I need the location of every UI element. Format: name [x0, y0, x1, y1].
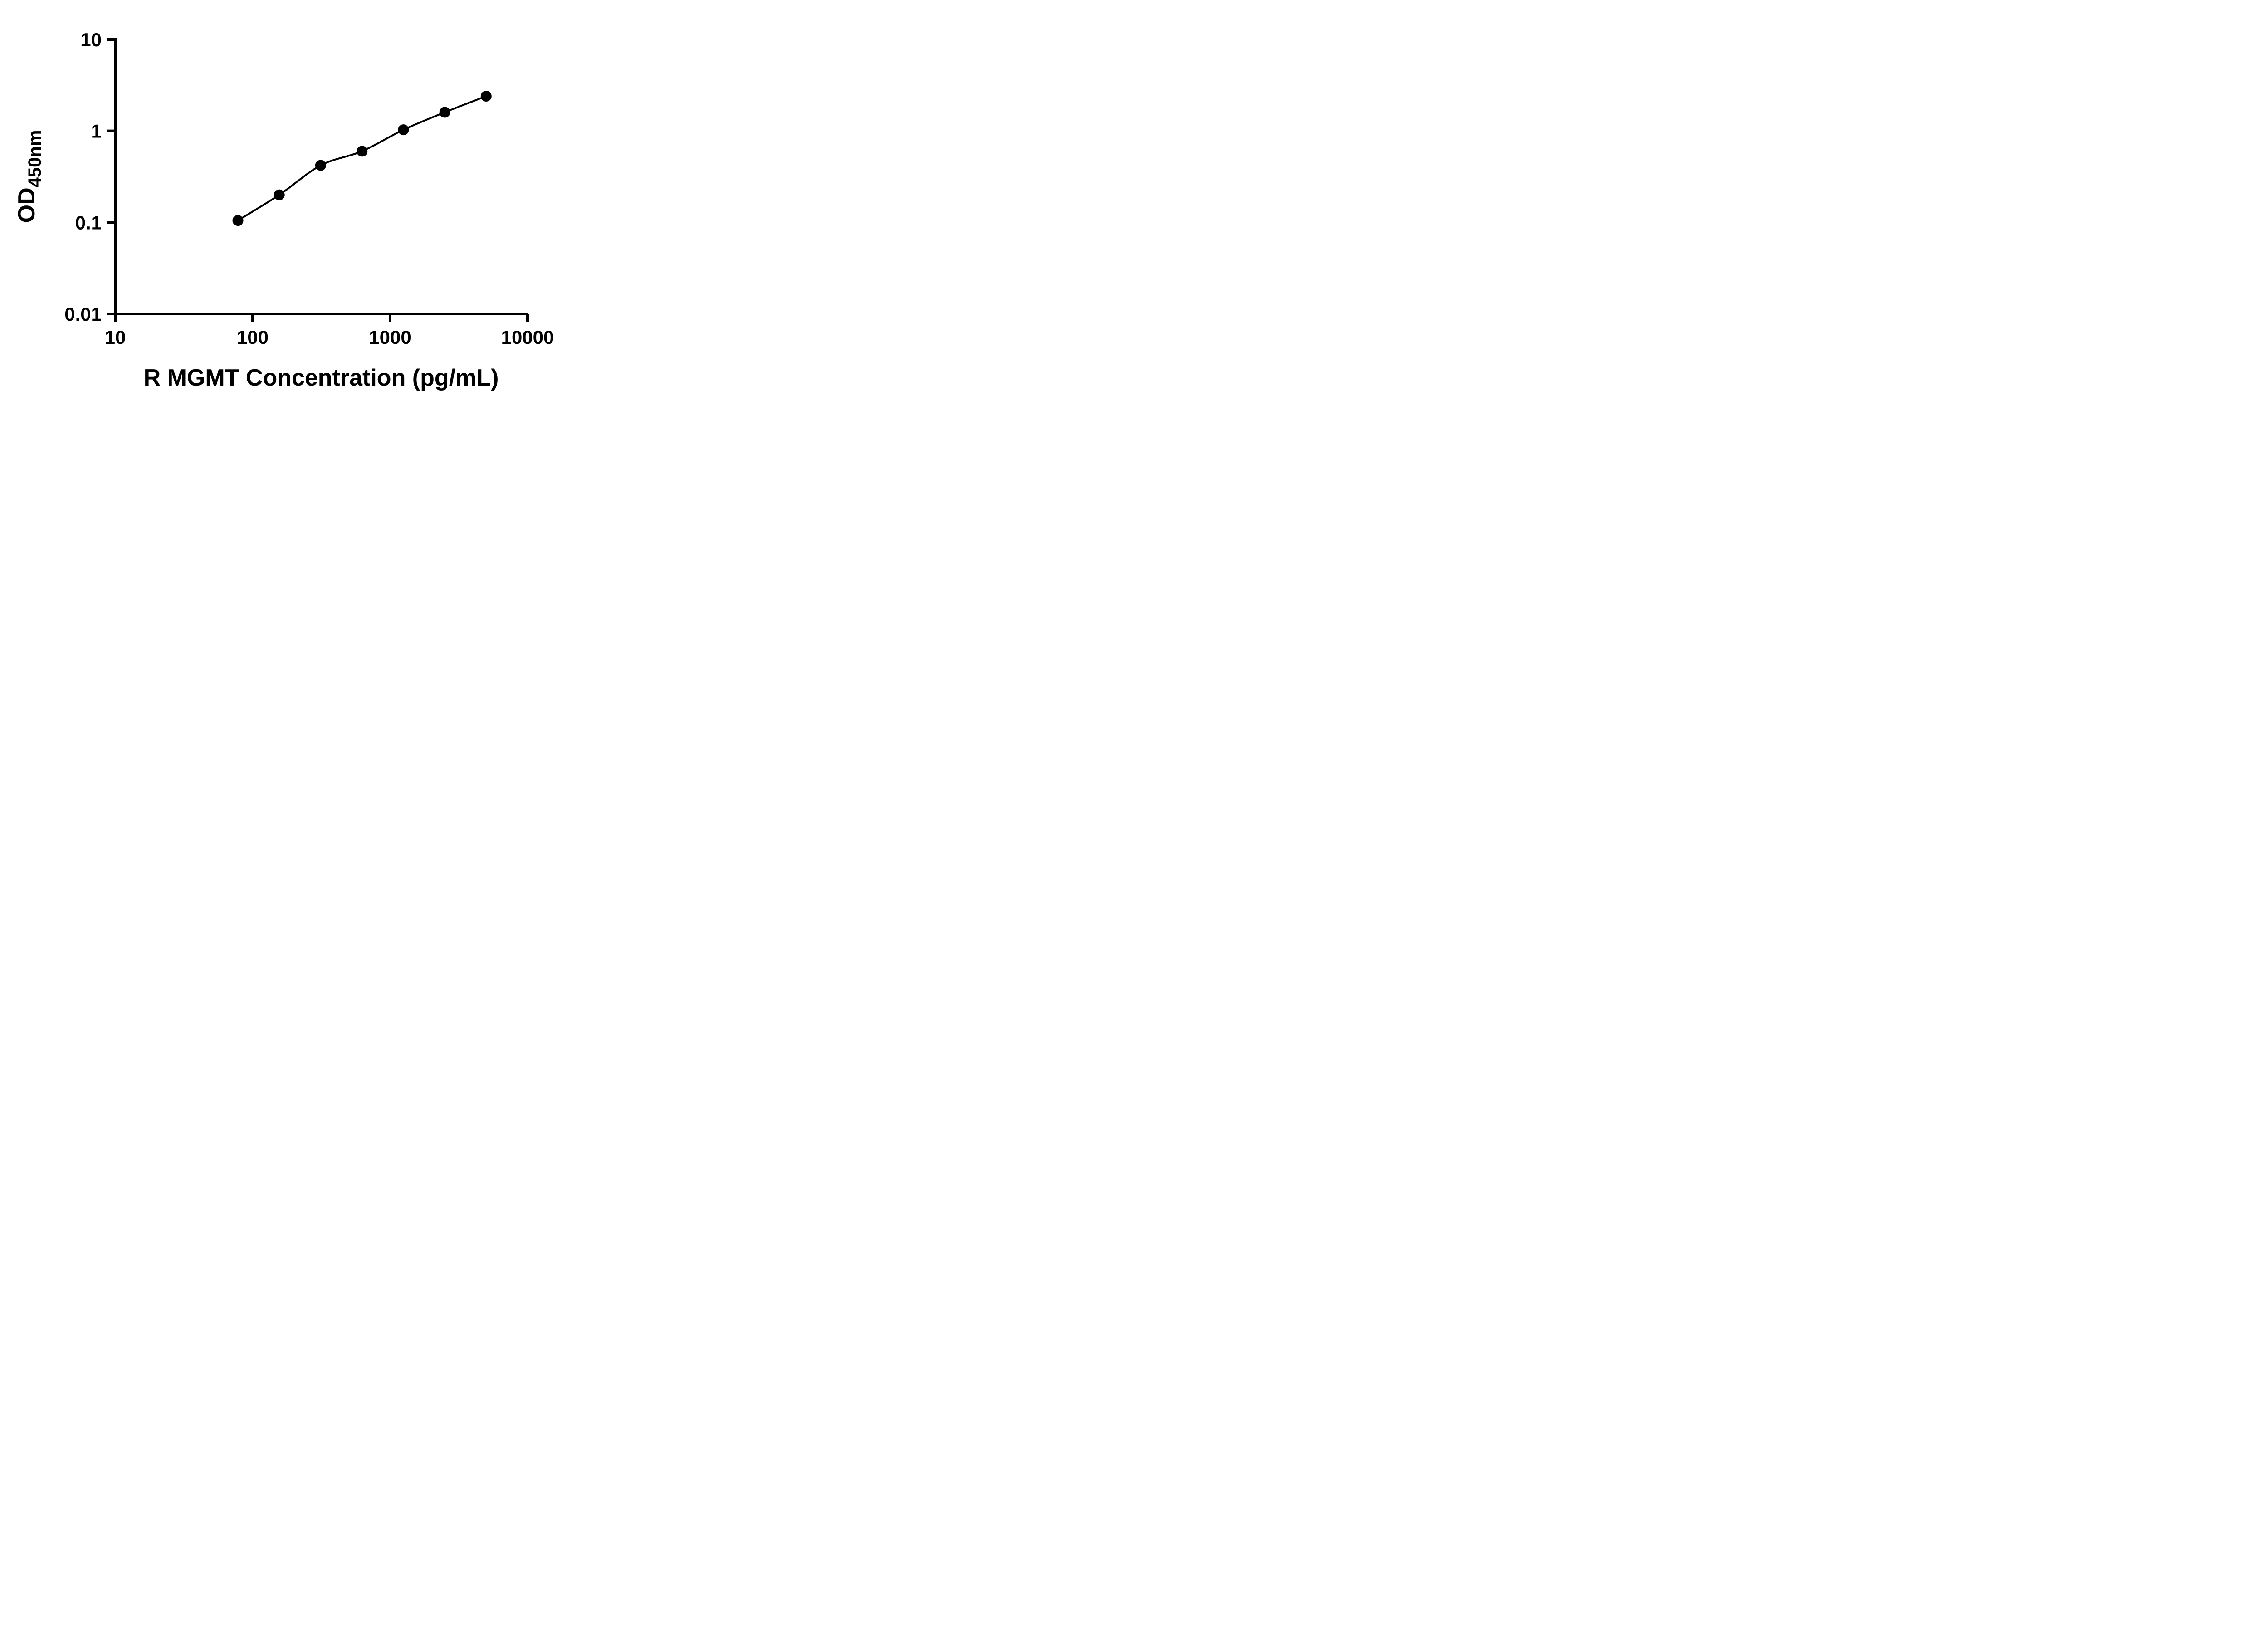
elisa-standard-curve-chart: 0.01 0.1 1 10 10 100 1000 10000 R MGMT Concentr…: [14, 29, 554, 391]
axis-lines: [114, 38, 528, 315]
y-tick-label: 0.1: [75, 212, 102, 233]
y-axis-title-main: OD: [14, 187, 40, 223]
x-tick-label: 10: [105, 327, 126, 348]
series-layer: [232, 91, 492, 226]
y-axis-title: OD450nm: [14, 130, 45, 223]
y-tick-label: 0.01: [64, 303, 102, 325]
data-point: [315, 160, 326, 171]
data-point: [357, 146, 368, 157]
x-axis-title: R MGMT Concentration (pg/mL): [144, 365, 499, 391]
elisa-standard-curve-figure: 0.01 0.1 1 10 10 100 1000 10000 R MGMT Concentr…: [0, 0, 583, 408]
ticks-layer: [107, 38, 529, 322]
data-point: [480, 91, 492, 102]
axes-layer: [114, 38, 528, 315]
y-axis-title-subscript: 450nm: [25, 130, 45, 188]
x-tick-label: 10000: [501, 327, 554, 348]
tick-labels-layer: 0.01 0.1 1 10 10 100 1000 10000: [64, 29, 554, 348]
data-point: [398, 124, 409, 136]
data-point: [439, 107, 450, 118]
y-tick-label: 1: [91, 121, 102, 142]
data-point: [232, 215, 244, 226]
y-tick-label: 10: [80, 29, 102, 50]
data-point: [274, 189, 285, 200]
x-tick-label: 100: [237, 327, 269, 348]
x-tick-label: 1000: [369, 327, 411, 348]
